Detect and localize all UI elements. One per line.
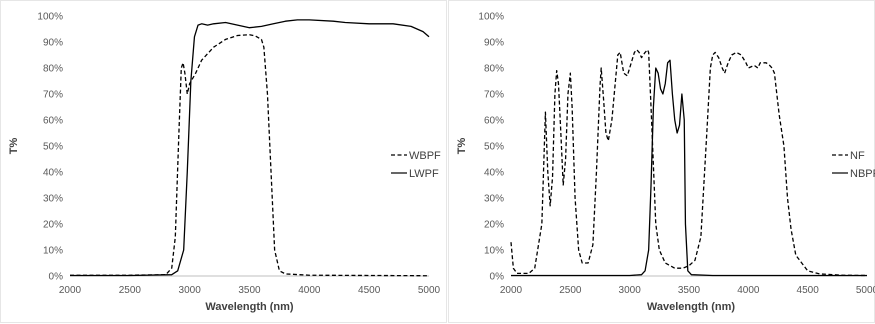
x-tick-label: 2500 [119, 285, 142, 296]
y-tick-label: 80% [43, 64, 63, 75]
series-line-lwpf [70, 19, 430, 277]
y-tick-label: 40% [43, 168, 63, 179]
legend-label-nf: NF [850, 150, 865, 162]
series-line-nf [510, 49, 868, 277]
series-line-nbpf [511, 59, 867, 277]
y-tick-label: 90% [484, 38, 504, 49]
y-axis-label: T% [8, 138, 20, 155]
y-tick-label: 0% [490, 272, 505, 283]
chart-panel-left [0, 0, 447, 323]
chart-right: 0% 10% 20% 30% 40% 50% 60% 70% 80% 90% 100% 2000 25… [456, 12, 875, 314]
y-tick-labels: 0% 10% 20% 30% 40% 50% 60% 70% 80% 90% 100% [37, 12, 63, 283]
y-tick-label: 50% [43, 142, 63, 153]
y-tick-label: 0% [49, 272, 64, 283]
x-tick-label: 2500 [559, 285, 582, 296]
x-tick-label: 4500 [797, 285, 820, 296]
x-tick-labels: 2000 2500 3000 3500 4000 4500 5000 [500, 285, 875, 296]
legend-label-nbpf: NBPF [850, 168, 875, 180]
y-tick-label: 80% [484, 64, 504, 75]
y-tick-label: 30% [43, 194, 63, 205]
legend-label-lwpf: LWPF [409, 168, 439, 180]
series-lines [70, 19, 430, 277]
y-tick-labels: 0% 10% 20% 30% 40% 50% 60% 70% 80% 90% 100% [478, 12, 504, 283]
y-tick-label: 90% [43, 38, 63, 49]
y-tick-label: 40% [484, 168, 504, 179]
x-tick-label: 3500 [238, 285, 261, 296]
x-tick-label: 2000 [500, 285, 523, 296]
x-tick-label: 3500 [678, 285, 701, 296]
legend: WBPF LWPF [391, 150, 441, 180]
x-tick-label: 2000 [59, 285, 82, 296]
y-tick-label: 100% [478, 12, 504, 23]
x-tick-label: 4500 [358, 285, 381, 296]
series-lines [510, 49, 868, 277]
y-tick-label: 60% [484, 116, 504, 127]
x-tick-label: 3000 [179, 285, 202, 296]
y-tick-label: 30% [484, 194, 504, 205]
chart-panel-right [448, 0, 875, 323]
x-axis-label: Wavelength (nm) [205, 301, 294, 313]
x-tick-labels: 2000 2500 3000 3500 4000 4500 5000 [59, 285, 441, 296]
y-tick-label: 10% [484, 246, 504, 257]
y-axis-label: T% [456, 138, 468, 155]
x-tick-label: 3000 [619, 285, 642, 296]
y-tick-label: 60% [43, 116, 63, 127]
series-line-wbpf [70, 34, 430, 277]
x-tick-label: 4000 [298, 285, 321, 296]
y-tick-label: 20% [484, 220, 504, 231]
x-tick-label: 5000 [418, 285, 441, 296]
y-tick-label: 20% [43, 220, 63, 231]
y-tick-label: 50% [484, 142, 504, 153]
x-tick-label: 5000 [856, 285, 875, 296]
y-tick-label: 70% [484, 90, 504, 101]
x-tick-label: 4000 [737, 285, 760, 296]
y-tick-label: 10% [43, 246, 63, 257]
legend: NF NBPF [832, 150, 875, 180]
x-axis-label: Wavelength (nm) [647, 301, 736, 313]
y-tick-label: 100% [37, 12, 63, 23]
chart-left: 0% 10% 20% 30% 40% 50% 60% 70% 80% 90% 100% 2000 25… [8, 12, 441, 314]
legend-label-wbpf: WBPF [409, 150, 441, 162]
y-tick-label: 70% [43, 90, 63, 101]
